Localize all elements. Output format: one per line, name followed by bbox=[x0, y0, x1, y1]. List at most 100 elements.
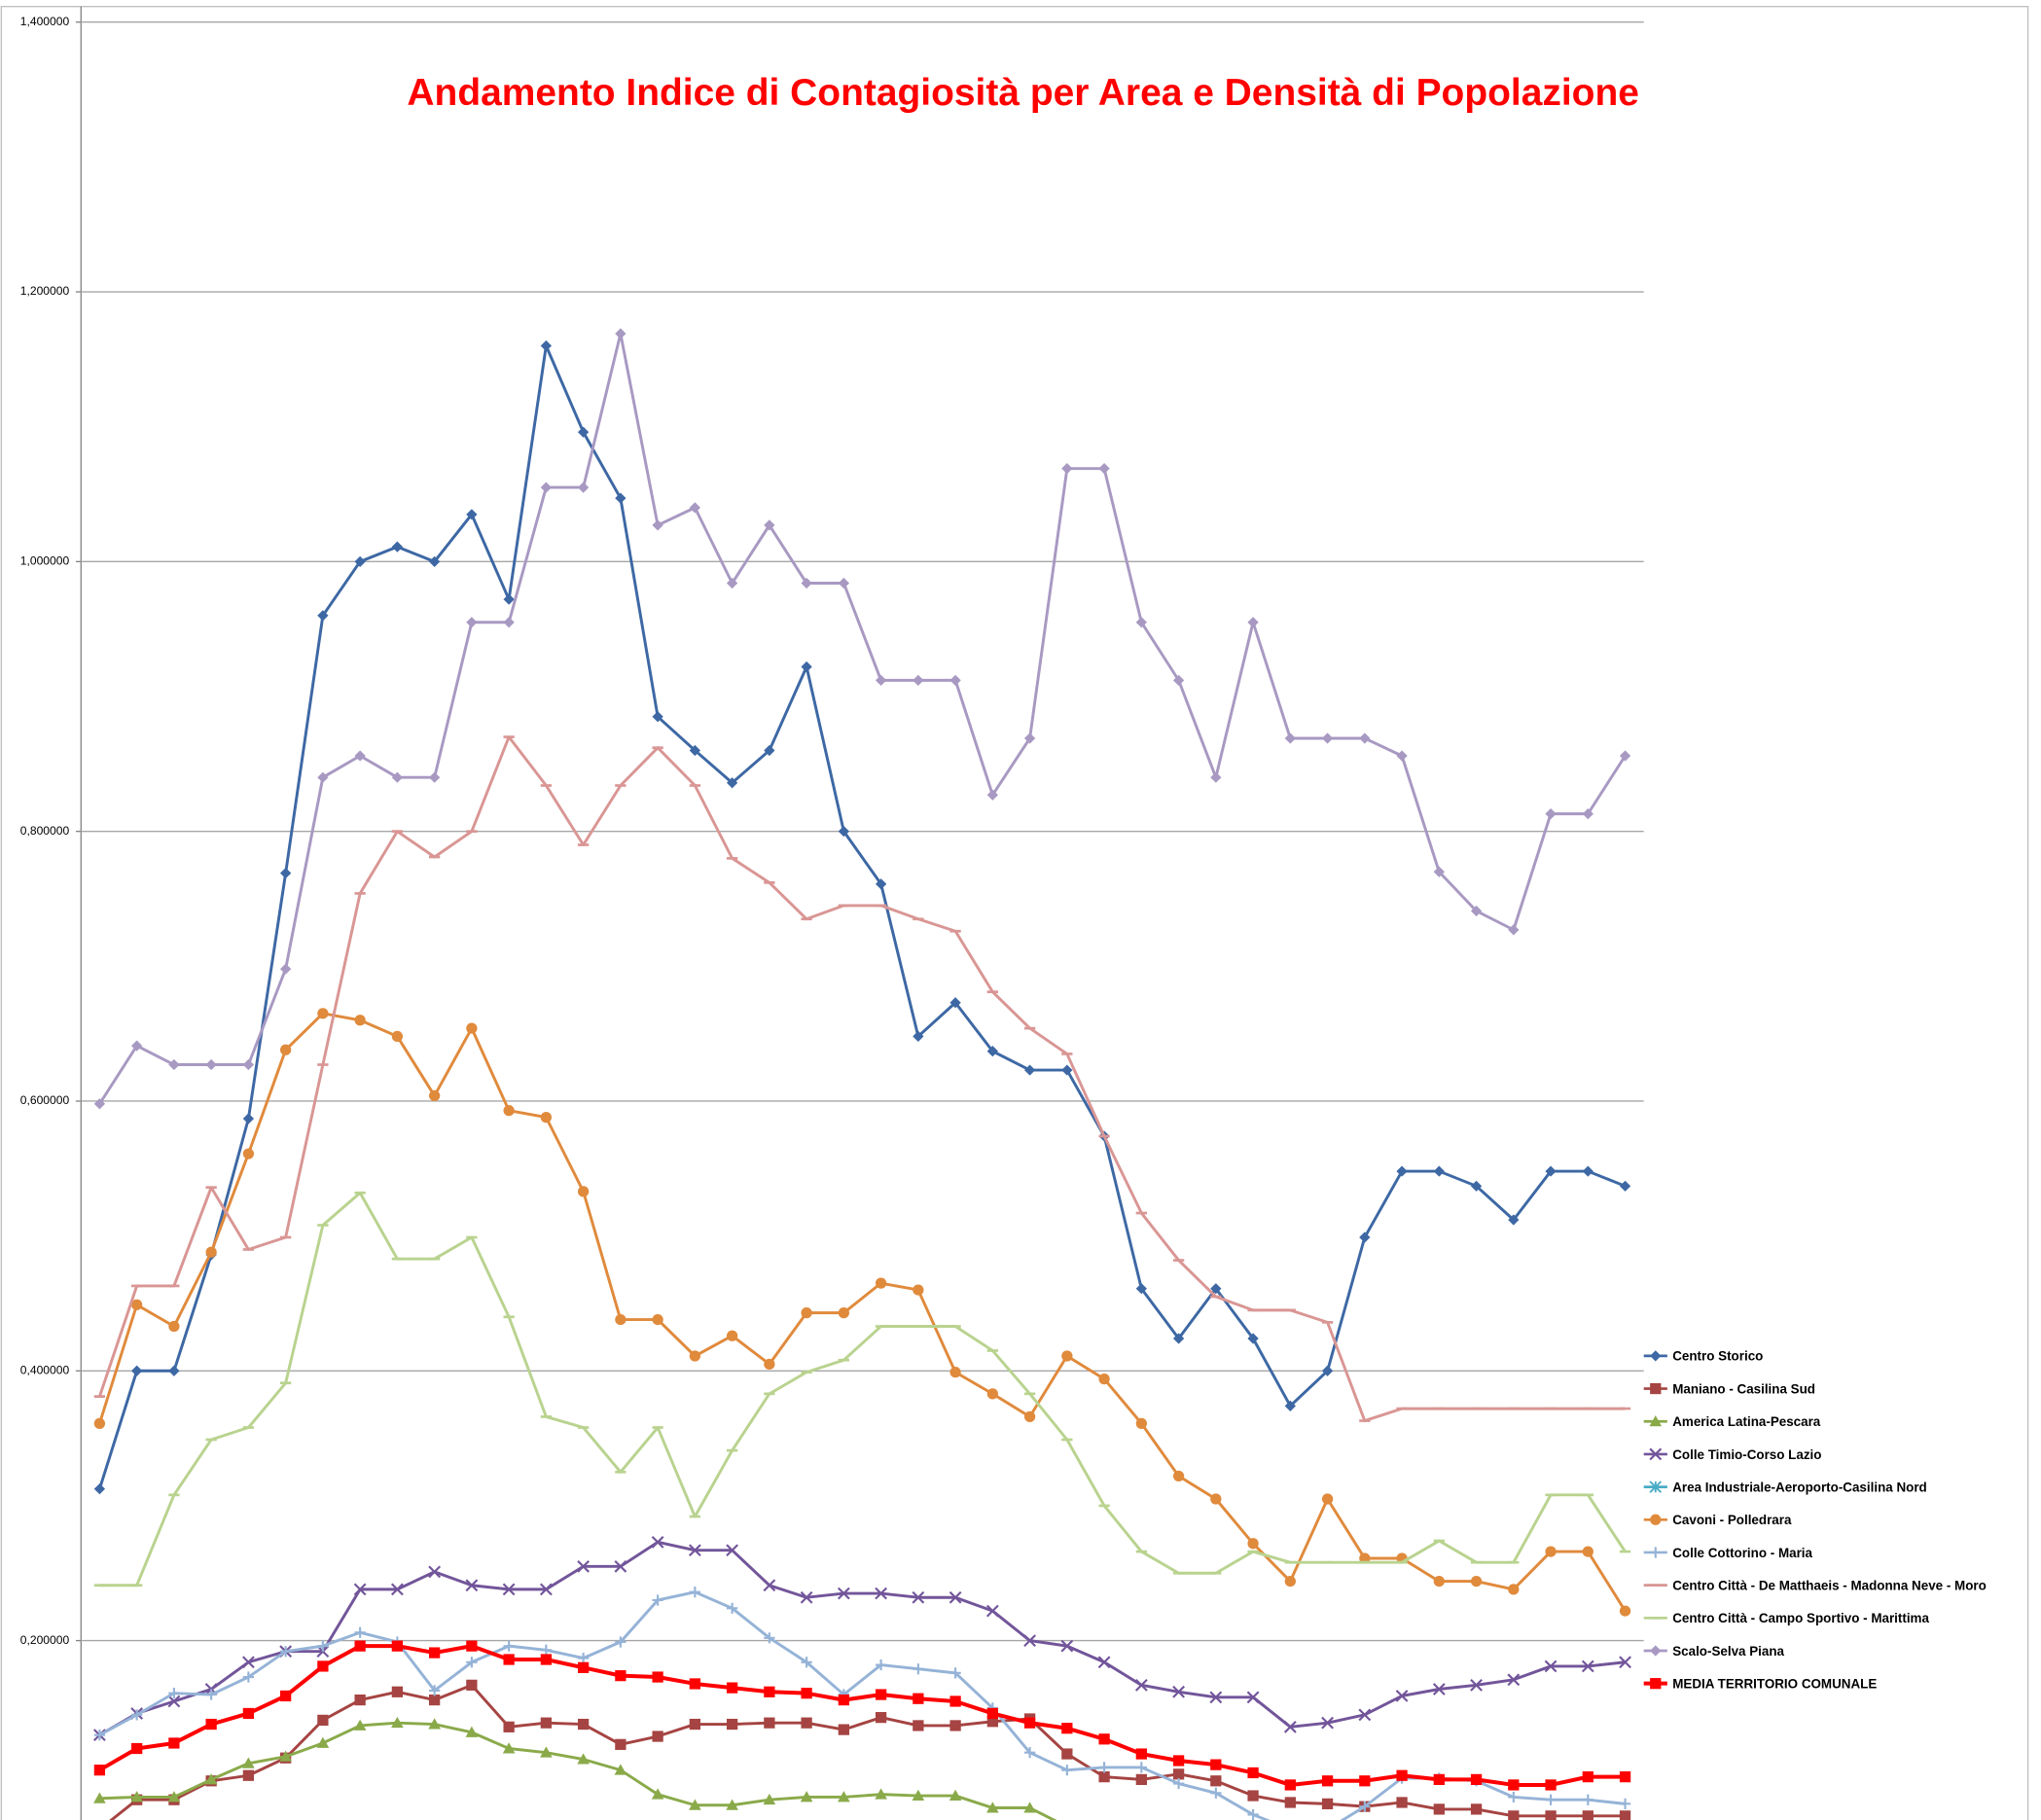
data-point bbox=[1619, 1810, 1631, 1820]
data-point bbox=[168, 1058, 180, 1071]
data-point bbox=[689, 1587, 701, 1598]
data-point bbox=[875, 1659, 887, 1671]
data-point bbox=[1619, 1771, 1631, 1783]
legend-label: Colle Timio-Corso Lazio bbox=[1672, 1447, 1821, 1462]
data-point bbox=[1135, 1283, 1147, 1295]
data-point bbox=[1061, 463, 1073, 475]
data-point bbox=[242, 1769, 255, 1781]
data-point bbox=[242, 1671, 255, 1683]
data-point bbox=[279, 868, 292, 879]
data-point bbox=[391, 771, 404, 783]
data-point bbox=[131, 1709, 143, 1721]
data-point bbox=[1395, 1690, 1409, 1702]
data-point bbox=[242, 1707, 255, 1720]
data-point bbox=[205, 1718, 217, 1731]
series-line bbox=[97, 344, 1627, 1490]
data-point bbox=[93, 1482, 106, 1495]
data-point bbox=[1433, 1803, 1445, 1815]
data-point bbox=[1545, 1810, 1557, 1820]
data-point bbox=[912, 1789, 925, 1801]
data-point bbox=[913, 674, 924, 686]
data-point bbox=[913, 1663, 924, 1675]
legend-marker bbox=[1650, 1350, 1662, 1362]
data-point bbox=[1172, 1755, 1185, 1766]
data-point bbox=[1507, 1673, 1521, 1687]
data-point bbox=[577, 1753, 590, 1765]
data-point bbox=[1619, 750, 1631, 762]
data-point bbox=[614, 1764, 627, 1775]
data-point bbox=[838, 826, 849, 838]
data-point bbox=[838, 1791, 850, 1802]
data-point bbox=[130, 1791, 143, 1802]
data-point bbox=[1172, 1768, 1185, 1780]
data-point bbox=[1433, 866, 1445, 877]
data-point bbox=[838, 1694, 849, 1706]
data-point bbox=[1321, 1716, 1334, 1730]
data-point bbox=[949, 1789, 962, 1801]
data-point bbox=[1619, 1605, 1631, 1617]
data-point bbox=[1210, 771, 1222, 783]
data-point bbox=[913, 1693, 924, 1704]
data-point bbox=[540, 1654, 553, 1665]
data-point bbox=[986, 1707, 998, 1720]
data-point bbox=[168, 1365, 180, 1376]
data-point bbox=[279, 963, 292, 975]
data-point bbox=[614, 1559, 627, 1573]
data-point bbox=[1023, 1747, 1036, 1759]
data-point bbox=[1470, 1773, 1483, 1786]
data-point bbox=[1508, 1791, 1520, 1803]
data-point bbox=[354, 555, 366, 567]
data-point bbox=[726, 1330, 738, 1341]
data-point bbox=[949, 1367, 961, 1378]
data-point bbox=[615, 1636, 627, 1648]
data-point bbox=[726, 1602, 738, 1614]
data-point bbox=[652, 711, 663, 723]
data-point bbox=[242, 1757, 255, 1768]
legend-label: Maniano - Casilina Sud bbox=[1672, 1381, 1815, 1396]
data-point bbox=[503, 1721, 515, 1732]
data-point bbox=[93, 1730, 106, 1741]
data-point bbox=[1432, 1683, 1446, 1695]
data-point bbox=[354, 1694, 366, 1706]
data-point bbox=[577, 482, 590, 493]
data-point bbox=[1210, 1493, 1222, 1505]
data-point bbox=[242, 1058, 255, 1071]
data-point bbox=[652, 1313, 663, 1326]
data-point bbox=[1284, 1575, 1296, 1588]
legend-label: MEDIA TERRITORIO COMUNALE bbox=[1672, 1677, 1877, 1692]
data-point bbox=[1023, 1410, 1036, 1423]
data-point bbox=[838, 1307, 849, 1319]
data-point bbox=[428, 1685, 441, 1696]
data-point bbox=[1098, 1733, 1110, 1745]
data-point bbox=[317, 771, 329, 783]
legend-marker bbox=[1649, 1414, 1663, 1427]
data-point bbox=[1023, 1064, 1036, 1076]
data-point bbox=[875, 1689, 887, 1700]
legend-marker bbox=[1650, 1645, 1662, 1657]
legend-label: Colle Cottorino - Maria bbox=[1672, 1546, 1812, 1560]
data-point bbox=[466, 1022, 478, 1034]
data-point bbox=[539, 1583, 553, 1596]
data-point bbox=[1321, 1775, 1334, 1787]
data-point bbox=[540, 1746, 553, 1758]
data-point bbox=[1582, 1794, 1593, 1805]
data-point bbox=[875, 1277, 887, 1289]
data-point bbox=[242, 1148, 255, 1160]
data-point bbox=[241, 1656, 255, 1669]
data-point bbox=[726, 577, 738, 589]
data-point bbox=[1508, 1584, 1520, 1595]
data-point bbox=[317, 1660, 329, 1672]
data-point bbox=[949, 1590, 962, 1604]
data-point bbox=[428, 1647, 441, 1659]
data-point bbox=[577, 1186, 590, 1197]
legend-marker bbox=[1649, 1447, 1663, 1461]
data-point bbox=[688, 1544, 701, 1557]
data-point bbox=[466, 617, 478, 628]
data-point bbox=[986, 789, 998, 801]
data-point bbox=[1359, 1801, 1371, 1812]
data-point bbox=[205, 1058, 217, 1071]
data-point bbox=[317, 1008, 329, 1019]
data-point bbox=[1135, 1748, 1147, 1760]
data-point bbox=[837, 1587, 850, 1600]
data-point bbox=[317, 610, 329, 622]
